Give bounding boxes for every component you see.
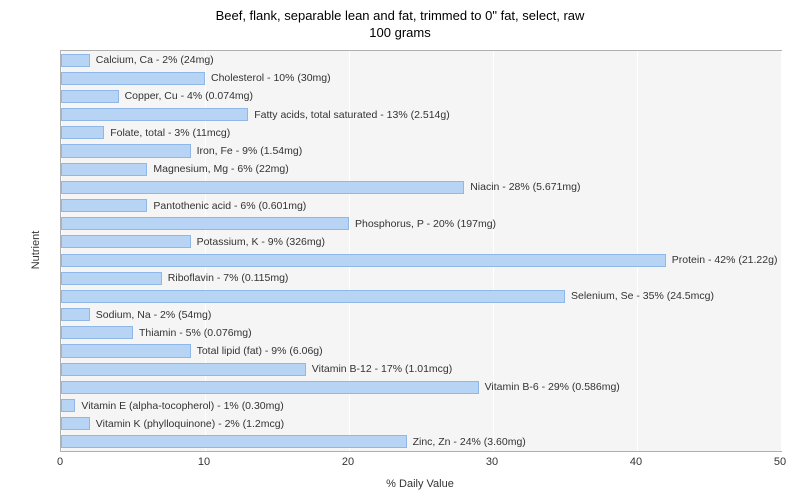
bar-label: Selenium, Se - 35% (24.5mcg) (571, 290, 714, 302)
chart-title: Beef, flank, separable lean and fat, tri… (0, 0, 800, 42)
x-tick-label: 40 (630, 456, 642, 468)
x-tick-label: 50 (774, 456, 786, 468)
bar (61, 435, 407, 448)
bar-label: Protein - 42% (21.22g) (672, 254, 778, 266)
bar-label: Vitamin K (phylloquinone) - 2% (1.2mcg) (96, 418, 284, 430)
bar (61, 181, 464, 194)
bar-label: Calcium, Ca - 2% (24mg) (96, 54, 214, 66)
bar (61, 326, 133, 339)
bar-label: Niacin - 28% (5.671mg) (470, 181, 580, 193)
bar (61, 290, 565, 303)
bar-label: Vitamin B-12 - 17% (1.01mcg) (312, 363, 452, 375)
bar (61, 163, 147, 176)
x-axis-label: % Daily Value (386, 478, 454, 490)
bar (61, 399, 75, 412)
bar-label: Cholesterol - 10% (30mg) (211, 72, 331, 84)
bar (61, 344, 191, 357)
x-tick-label: 30 (486, 456, 498, 468)
bar (61, 381, 479, 394)
bar-label: Pantothenic acid - 6% (0.601mg) (153, 200, 306, 212)
bar (61, 126, 104, 139)
bar-label: Iron, Fe - 9% (1.54mg) (197, 145, 303, 157)
gridline (781, 51, 782, 451)
bar (61, 54, 90, 67)
bar-label: Total lipid (fat) - 9% (6.06g) (197, 345, 323, 357)
bar-label: Folate, total - 3% (11mcg) (110, 127, 230, 139)
bar (61, 235, 191, 248)
bar (61, 217, 349, 230)
bar (61, 272, 162, 285)
bar-label: Riboflavin - 7% (0.115mg) (168, 272, 289, 284)
bar-label: Vitamin E (alpha-tocopherol) - 1% (0.30m… (81, 400, 283, 412)
gridline (637, 51, 638, 451)
bar-label: Phosphorus, P - 20% (197mg) (355, 218, 496, 230)
bar (61, 417, 90, 430)
x-tick-label: 20 (342, 456, 354, 468)
bar-label: Potassium, K - 9% (326mg) (197, 236, 325, 248)
bar (61, 90, 119, 103)
chart-title-line2: 100 grams (0, 25, 800, 42)
bar-label: Vitamin B-6 - 29% (0.586mg) (485, 381, 620, 393)
bar-label: Zinc, Zn - 24% (3.60mg) (413, 436, 526, 448)
plot-area: Calcium, Ca - 2% (24mg) Cholesterol - 10%… (60, 50, 782, 452)
y-axis-label: Nutrient (30, 231, 42, 270)
x-tick-label: 10 (198, 456, 210, 468)
bar-label: Thiamin - 5% (0.076mg) (139, 327, 252, 339)
bar-label: Copper, Cu - 4% (0.074mg) (125, 90, 253, 102)
bar (61, 72, 205, 85)
nutrient-chart: Beef, flank, separable lean and fat, tri… (0, 0, 800, 500)
chart-title-line1: Beef, flank, separable lean and fat, tri… (0, 8, 800, 25)
bar-label: Magnesium, Mg - 6% (22mg) (153, 163, 288, 175)
bar (61, 199, 147, 212)
bar (61, 144, 191, 157)
bar-label: Sodium, Na - 2% (54mg) (96, 309, 212, 321)
bar-label: Fatty acids, total saturated - 13% (2.51… (254, 109, 450, 121)
x-tick-label: 0 (57, 456, 63, 468)
bar (61, 108, 248, 121)
bar (61, 308, 90, 321)
bar (61, 254, 666, 267)
bar (61, 363, 306, 376)
